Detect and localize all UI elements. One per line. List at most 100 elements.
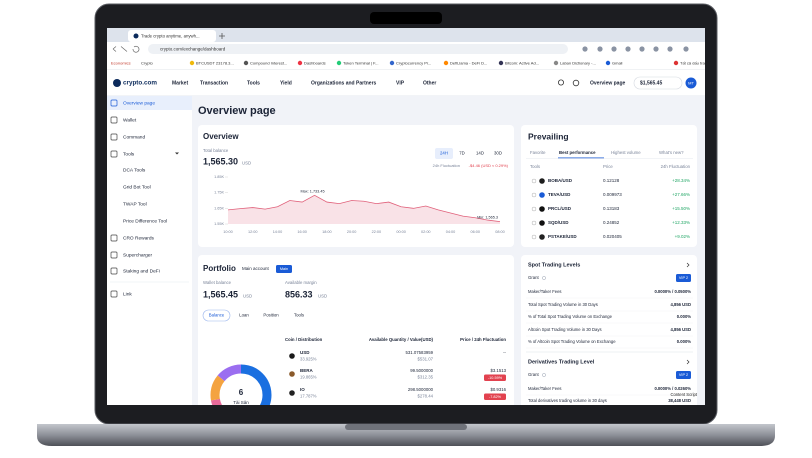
nav-overview[interactable]: Overview page [590,80,626,86]
nav-item[interactable]: Transaction [200,80,228,86]
sidebar-item[interactable]: CRO Rewards [123,235,155,241]
pair[interactable]: PSTAKE/USD [548,234,577,239]
bookmark[interactable]: Compound Interest... [250,61,287,66]
sidebar-item[interactable]: DCA Tools [123,167,146,173]
bookmark[interactable]: DefiLlama - DeFi D... [450,61,487,66]
logo[interactable]: crypto.com [123,80,157,87]
new-tab[interactable] [219,33,225,39]
sidebar-item[interactable]: Grid Bot Tool [123,184,151,190]
nav-item[interactable]: Tools [247,80,260,86]
range-button[interactable]: 7D [459,151,465,156]
extension-icon[interactable] [683,46,689,52]
favorite-toggle[interactable] [531,178,537,184]
extension-icon[interactable] [667,46,673,52]
sidebar-item[interactable]: Wallet [123,117,137,123]
pair[interactable]: BOBA/USD [548,178,573,183]
bookmark[interactable]: Dashboards [304,61,326,66]
column-header: 24h Fluctuation [661,164,691,169]
bookmark[interactable]: Bitcoin: Active Ad... [505,61,539,66]
url-bar[interactable] [148,44,568,54]
vip-badge-text: VIP 2 [679,276,688,280]
x-tick-label: 00:00 [396,230,406,234]
bookmark[interactable]: Token Terminal | F... [343,61,378,66]
level-value: 0.000% [677,314,691,319]
y-tick-label: 1.85K [214,175,224,179]
pair[interactable]: SQD/USD [548,220,569,225]
sidebar [107,96,192,405]
sidebar-item[interactable]: Link [123,291,132,297]
favorite-toggle[interactable] [531,220,537,226]
bookmark[interactable]: Laban Dictionary -... [560,61,596,66]
portfolio-tab[interactable]: Tools [294,313,304,318]
change: +9.02% [675,234,690,239]
bell-icon[interactable] [572,79,580,87]
tab[interactable]: Favorite [530,150,546,155]
bookmark[interactable]: Tất cả dấu trang [680,61,709,66]
extension-icon[interactable] [611,46,617,52]
balance-button[interactable] [633,76,683,90]
nav-item[interactable]: VIP [396,80,405,86]
margin-value: 856.33 [285,289,313,299]
nav-item[interactable]: Organizations and Partners [311,80,377,86]
column-header: Available Quantity / Value(USD) [369,337,434,342]
level-value: 4,856 USD [671,302,691,307]
extension-icon[interactable] [582,46,588,52]
nav-item[interactable]: Market [172,80,188,86]
nav-balance: $1,565.45 [640,80,662,86]
tab[interactable]: Best performance [559,150,596,155]
favorite-toggle[interactable] [531,234,537,240]
bookmark[interactable]: Economics [111,61,131,66]
price: 0.020405 [603,234,622,239]
tab[interactable]: What's new? [659,150,684,155]
nav-arrows[interactable] [112,45,140,53]
avatar[interactable] [685,77,697,89]
sidebar-item[interactable]: Staking and DeFi [123,268,160,274]
sidebar-item[interactable]: TWAP Tool [123,201,147,207]
extension-icon[interactable] [653,46,659,52]
page-title: Overview page [198,105,276,117]
portfolio-tab[interactable]: Loan [239,313,249,318]
bookmark-icon [243,60,249,66]
sidebar-item[interactable]: Supercharger [123,252,152,258]
donut-label: Tài Sản [233,400,249,405]
extension-icon[interactable] [597,46,603,52]
sidebar-item[interactable]: Tools [123,151,135,157]
sidebar-item[interactable]: Command [123,134,145,140]
extension-icon[interactable] [639,46,645,52]
section-title: Spot Trading Levels [528,262,580,268]
nav-item[interactable]: Other [423,80,436,86]
favorite-toggle[interactable] [531,192,537,198]
range-button[interactable]: 14D [476,151,484,156]
favorite-toggle[interactable] [531,206,537,212]
tab-icon [133,33,139,39]
portfolio-tab[interactable]: Balance [209,313,225,318]
search-icon[interactable] [558,79,565,86]
nav-item[interactable]: Yield [280,80,292,86]
bookmark[interactable]: Crypto [141,61,154,66]
tab[interactable] [128,30,216,42]
pair[interactable]: TEVA/USD [548,192,571,197]
chevron[interactable] [686,262,690,268]
range-button[interactable]: 30D [494,151,502,156]
range-button[interactable]: 24H [440,151,448,156]
coin-icon [539,178,545,184]
bookmark[interactable]: BTCUSDT 23178.3... [196,61,234,66]
level-value: 0.0000% / 0.0260% [654,386,691,391]
pair[interactable]: PRCL/USD [548,206,572,211]
portfolio-tab[interactable]: Position [263,313,279,318]
bookmark[interactable]: Gmail [612,61,623,66]
column-header: Coin / Distribution [285,337,323,342]
bookmark[interactable]: Cryptocurrency Pr... [396,61,431,66]
chevron[interactable] [686,359,690,365]
x-tick-label: 14:00 [273,230,283,234]
x-tick-label: 06:00 [471,230,481,234]
distribution: 33.925% [300,357,317,362]
tab[interactable]: Highest volume [611,150,641,155]
sidebar-icon [110,133,118,141]
sidebar-icon [110,267,118,275]
sidebar-item[interactable]: Price Difference Tool [123,218,167,224]
level-label: Maker/Taker Fees [528,386,562,391]
sidebar-item[interactable]: Overview page [123,100,155,106]
extension-icon[interactable] [625,46,631,52]
price: 0.12128 [603,178,620,183]
